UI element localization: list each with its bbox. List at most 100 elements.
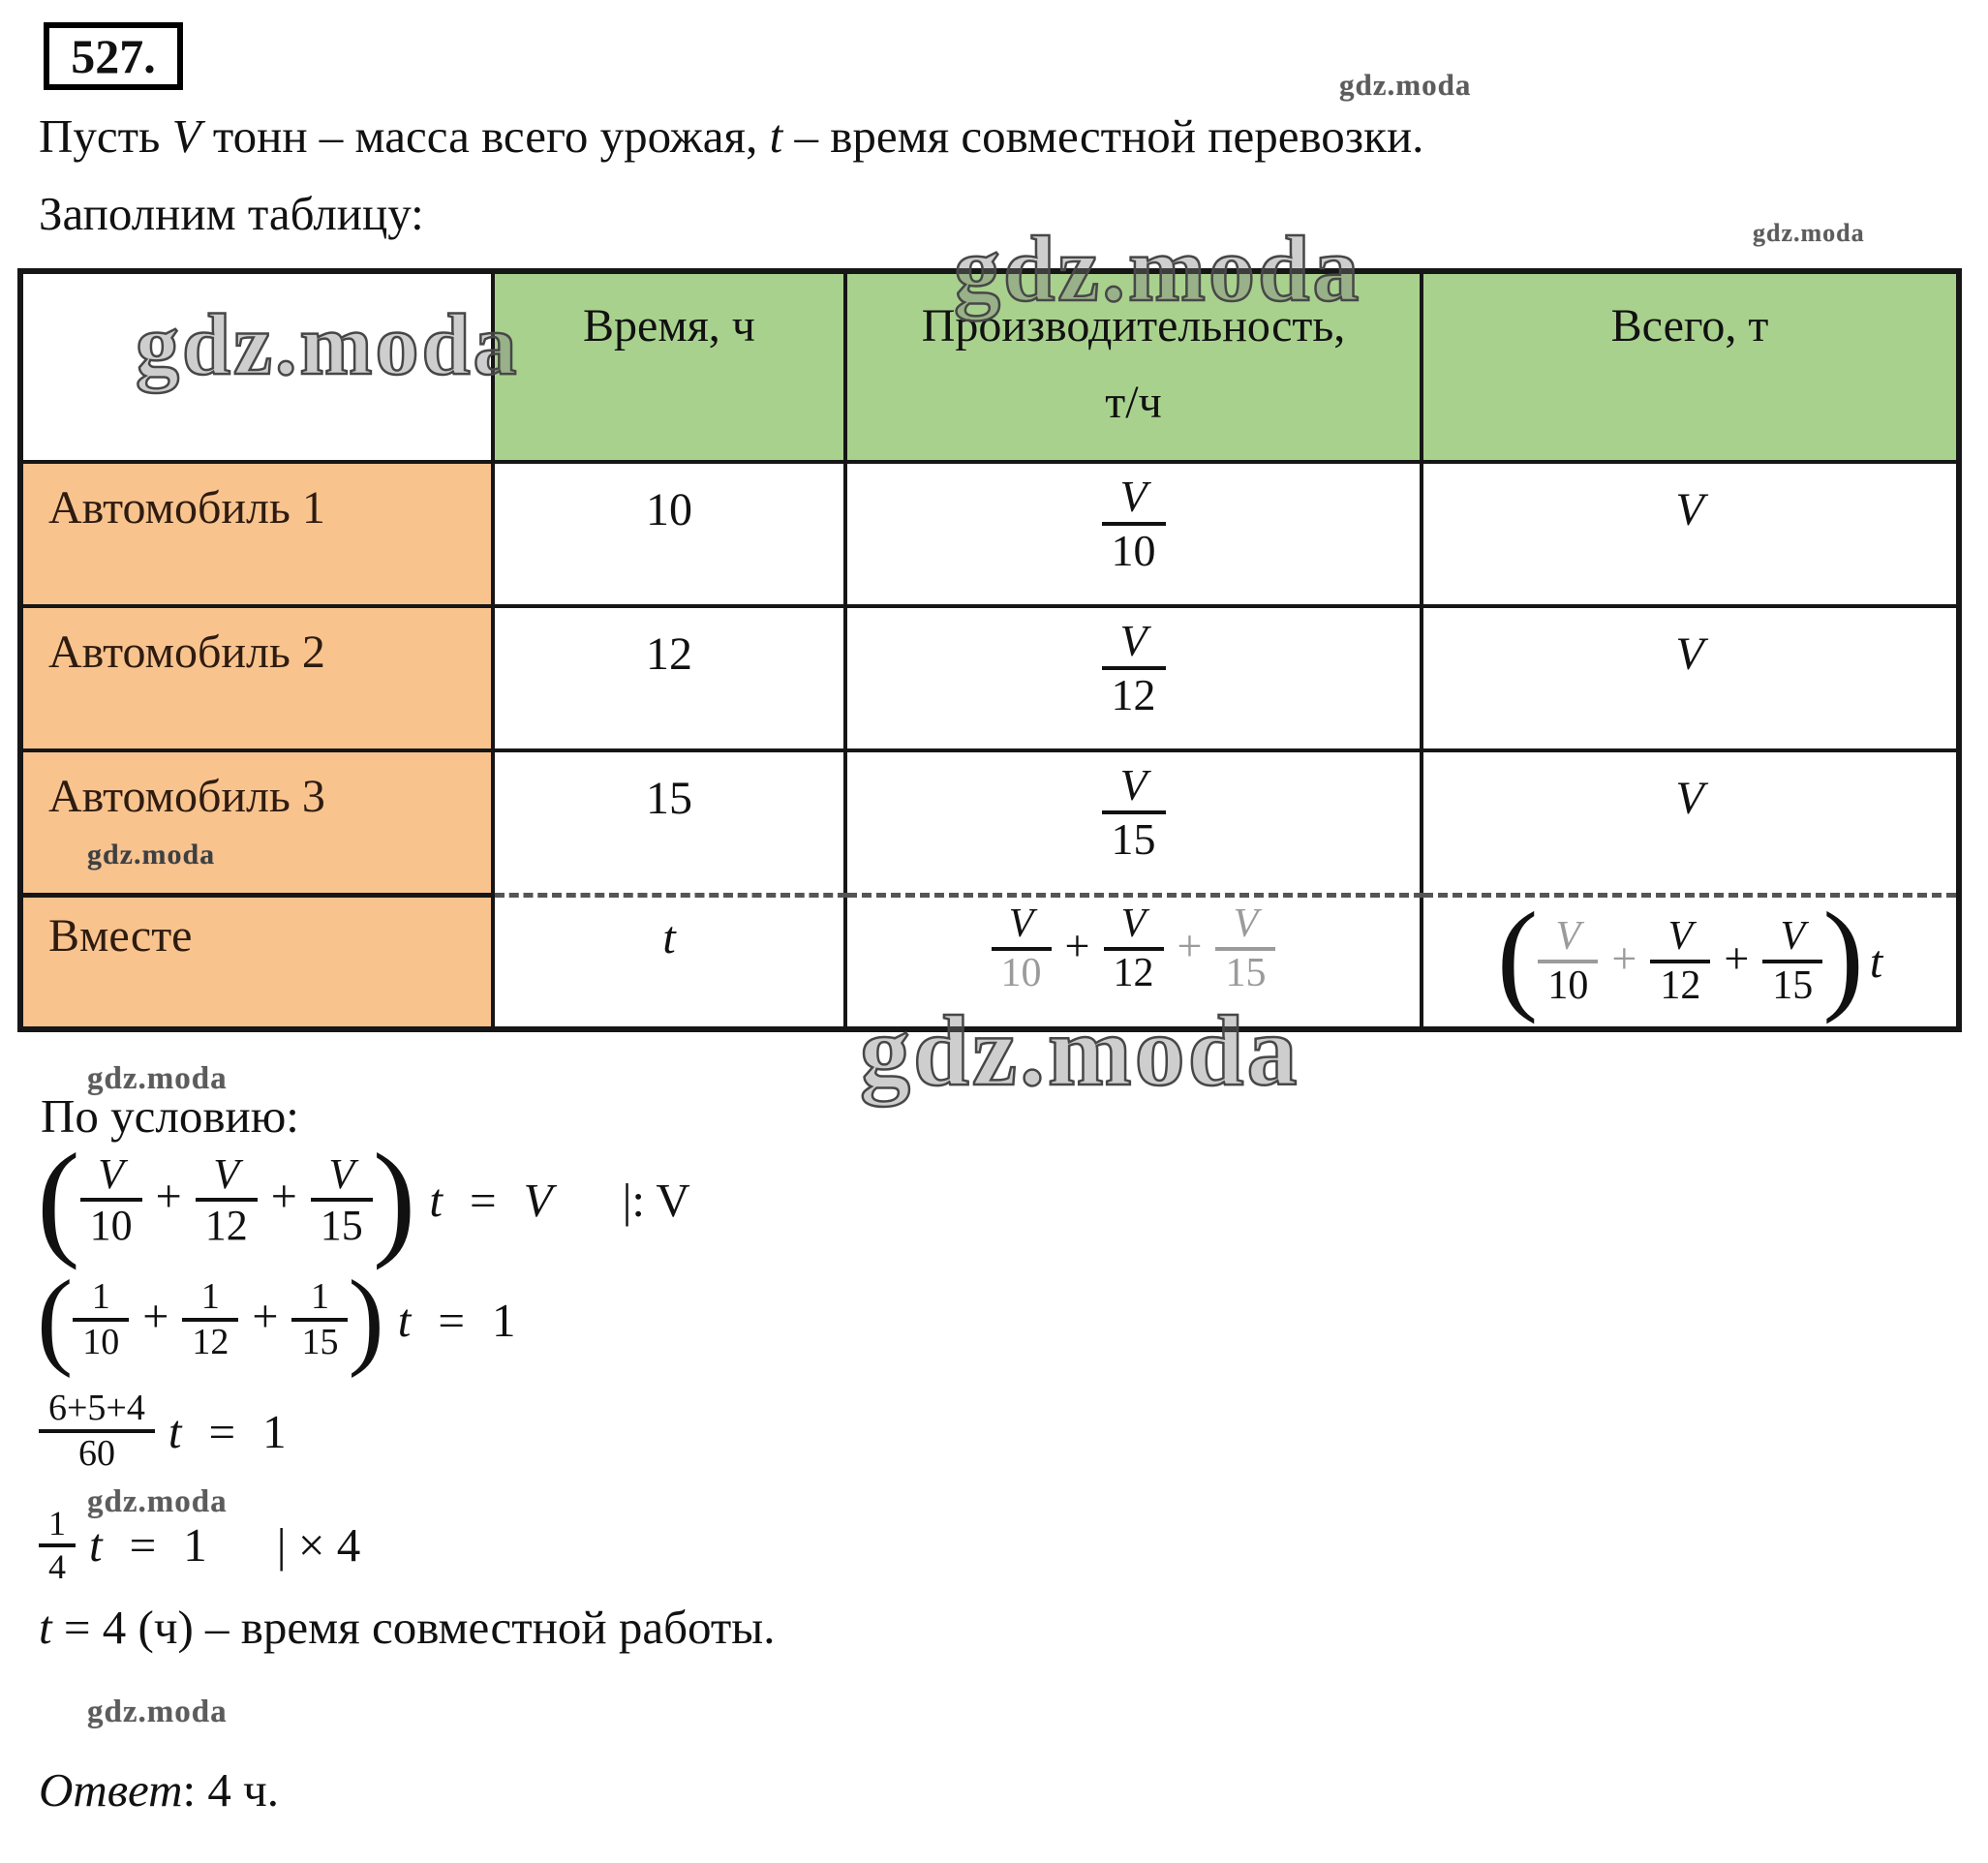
row-rate-sum: V 10 + V 12 + V 15: [843, 893, 1423, 1031]
work-table: Время, ч Производительность, т/ч Всего, …: [17, 268, 1962, 1032]
fill-prompt: Заполним таблицу:: [39, 187, 424, 240]
equals-sign: =: [470, 1173, 497, 1227]
open-paren: (: [37, 1259, 74, 1380]
watermark: gdz.moda: [953, 216, 1362, 322]
header-total: Всего, т: [1420, 269, 1961, 464]
fraction: V 10: [79, 1150, 142, 1250]
fraction: V 10: [1101, 472, 1166, 575]
watermark: gdz.moda: [87, 1695, 228, 1729]
row-total: V: [1420, 460, 1961, 608]
row-total-sum: ( V 10 + V 12 + V 15 ): [1420, 893, 1961, 1031]
t-multiplier: t: [1869, 935, 1883, 988]
plus-sign: +: [142, 1290, 169, 1342]
plus-sign: +: [270, 1170, 297, 1222]
problem-number-box: 527.: [44, 22, 183, 90]
answer-line: Ответ: 4 ч.: [39, 1762, 279, 1817]
watermark: gdz.moda: [87, 1061, 228, 1096]
row-time: 10: [491, 460, 847, 608]
table-row-car2: Автомобиль 2 12 V 12 V: [18, 604, 1961, 752]
equation-3: 6+5+4 60 t = 1: [39, 1383, 300, 1480]
rhs-value: 1: [183, 1518, 207, 1572]
watermark: gdz.moda: [87, 1484, 228, 1519]
header-productivity-line2: т/ч: [1105, 377, 1162, 428]
fraction: 6+5+4 60: [39, 1388, 155, 1474]
var-v: V: [523, 1173, 553, 1227]
row-total: V: [1420, 604, 1961, 752]
plus-sign: +: [252, 1290, 279, 1342]
fraction: V 12: [1650, 914, 1711, 1009]
var-t: t: [397, 1293, 412, 1347]
fraction: V 12: [1103, 901, 1164, 996]
bracketed-sum: ( V 10 + V 12 + V 15 ): [1423, 894, 1956, 1018]
close-paren: ): [348, 1259, 384, 1380]
row-rate: V 12: [843, 604, 1423, 752]
plus-sign: +: [1064, 920, 1090, 970]
header-time: Время, ч: [491, 269, 847, 464]
open-paren: (: [1496, 887, 1539, 1025]
table-header-row: Время, ч Производительность, т/ч Всего, …: [18, 269, 1961, 464]
header-productivity: Производительность, т/ч: [843, 269, 1423, 464]
watermark: gdz.moda: [1339, 68, 1472, 102]
header-total-label: Всего, т: [1610, 300, 1769, 351]
row-label: Автомобиль 3: [18, 748, 495, 898]
table-row-car1: Автомобиль 1 10 V 10 V: [18, 460, 1961, 608]
intro-line: Пусть V тонн – масса всего урожая, t – в…: [39, 108, 1423, 164]
fraction: V 15: [1762, 914, 1823, 1009]
table-row-car3: Автомобиль 3 15 V 15 V: [18, 748, 1961, 898]
fraction: V 10: [991, 901, 1052, 996]
header-time-label: Время, ч: [583, 300, 755, 351]
intro-part1: Пусть: [39, 109, 172, 163]
fraction: 1 4: [39, 1504, 76, 1586]
plus-sign: +: [1177, 920, 1203, 970]
fraction: V 15: [1101, 760, 1166, 864]
header-productivity-line1: Производительность,: [921, 300, 1346, 351]
header-empty-cell: [18, 269, 495, 464]
conclusion-text: = 4 (ч) – время совместной работы.: [51, 1601, 776, 1654]
row-rate: V 10: [843, 460, 1423, 608]
plus-sign: +: [1611, 932, 1637, 983]
row-time: t: [491, 893, 847, 1031]
equation-1: ( V 10 + V 12 + V 15 ) t = V |: V: [37, 1127, 690, 1271]
watermark: gdz.moda: [87, 839, 216, 870]
equals-sign: =: [438, 1293, 466, 1347]
problem-number: 527.: [71, 29, 156, 83]
fraction: V 15: [310, 1150, 373, 1250]
conclusion-line: t = 4 (ч) – время совместной работы.: [39, 1600, 775, 1655]
row-label: Вместе: [18, 893, 495, 1031]
watermark: gdz.moda: [1753, 219, 1865, 247]
row-time: 12: [491, 604, 847, 752]
row-time: 15: [491, 748, 847, 898]
condition-heading: По условию:: [41, 1089, 299, 1143]
open-paren: (: [37, 1127, 80, 1271]
plus-sign: +: [1724, 932, 1750, 983]
equals-sign: =: [208, 1404, 236, 1458]
answer-value: : 4 ч.: [182, 1763, 280, 1817]
fraction: V 10: [1538, 914, 1599, 1009]
var-t: t: [168, 1404, 182, 1458]
var-t: t: [429, 1173, 443, 1227]
answer-label: Ответ: [39, 1763, 183, 1817]
equation-2: ( 1 10 + 1 12 + 1 15 ) t = 1: [37, 1259, 530, 1380]
row-rate: V 15: [843, 748, 1423, 898]
var-t: t: [89, 1518, 103, 1572]
fraction: 1 12: [182, 1276, 239, 1362]
row-label: Автомобиль 2: [18, 604, 495, 752]
intro-var-v: V: [171, 109, 201, 163]
fraction: V 15: [1215, 901, 1276, 996]
var-t: t: [39, 1601, 52, 1654]
fraction-sum: V 10 + V 12 + V 15: [848, 901, 1419, 996]
row-total: V: [1420, 748, 1961, 898]
fraction: V 12: [1101, 616, 1166, 719]
divide-note: |: V: [622, 1173, 690, 1227]
watermark: gdz.moda: [859, 994, 1300, 1109]
fraction: 1 15: [291, 1276, 349, 1362]
table-row-together: Вместе t V 10 + V 12 + V 15: [18, 893, 1961, 1031]
times-note: | × 4: [276, 1518, 361, 1572]
equation-4: 1 4 t = 1 | × 4: [39, 1499, 360, 1591]
rhs-value: 1: [262, 1404, 287, 1458]
intro-part3: – время совместной перевозки.: [782, 109, 1424, 163]
close-paren: ): [1822, 887, 1864, 1025]
close-paren: ): [372, 1127, 416, 1271]
equals-sign: =: [129, 1518, 157, 1572]
